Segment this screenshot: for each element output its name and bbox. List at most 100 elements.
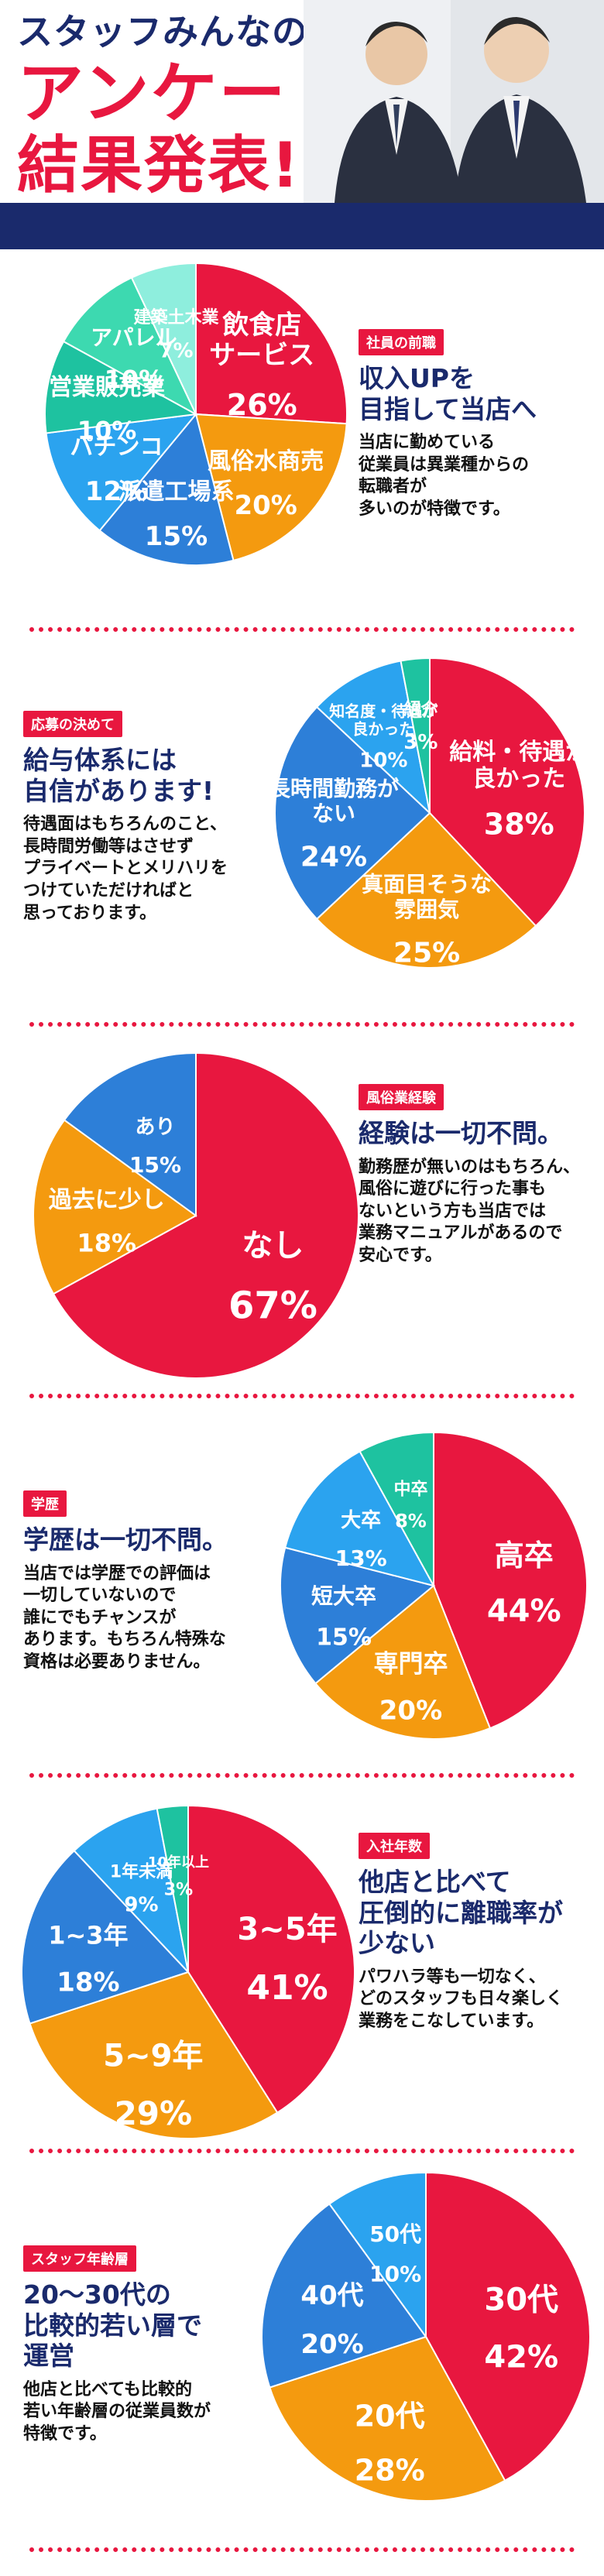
pie-slice-percent: 41% <box>246 1968 328 2008</box>
body-line: 当店に勤めている <box>359 433 496 453</box>
pie-slice-label: 営業販売業 <box>49 374 165 401</box>
body-line: 転職者が <box>359 477 427 497</box>
pie-slice <box>284 1450 435 1587</box>
body-line: あります。もちろん特殊な <box>23 1630 226 1650</box>
pie-chart-previous-job: 飲食店サービス26%風俗水商売20%派遣工場系15%パチンコ12%営業販売業10… <box>44 262 348 566</box>
pie-chart-education: 高卒 44% 専門卒 20% 短大卒 15% 大卒 13% 中卒 8% <box>280 1431 588 1740</box>
pie-slice-label: 専門卒 <box>373 1649 448 1679</box>
pie-slice-percent: 18% <box>77 1229 136 1258</box>
pie-slice-label: 高卒 <box>495 1538 554 1573</box>
body-line: 特徴です。 <box>23 2423 107 2444</box>
body-line: ないという方も当店では <box>359 1201 547 1221</box>
section-headline: 学歴は一切不問。 <box>23 1525 287 1556</box>
body-line: 風俗に遊びに行った事も <box>359 1179 547 1199</box>
pie-slice <box>433 1431 588 1730</box>
pie-slice <box>130 262 197 415</box>
pie-slice-percent: 18% <box>57 1967 119 1998</box>
pie-slice-percent: 10% <box>359 749 407 772</box>
hero-band <box>0 203 604 249</box>
hero-title-line3: 結果発表!! <box>17 129 331 201</box>
section-body: 待遇面はもちろんのこと、 長時間労働等はさせず プライベートとメリハリを つけて… <box>23 814 287 924</box>
staff-photo <box>304 0 604 203</box>
body-line: 長時間労働等はさせず <box>23 836 194 856</box>
section-education: 学歴 学歴は一切不問。 当店では学歴での評価は 一切していないので 誰にでもチャ… <box>0 1425 604 1750</box>
hero-title-line2: アンケート <box>17 55 355 132</box>
headline-line: 運営 <box>23 2341 74 2372</box>
pie-slice <box>280 1546 436 1685</box>
pie-slice-label: 短大卒 <box>311 1583 376 1609</box>
pie-slice <box>315 660 431 815</box>
pie-slice <box>33 1119 197 1295</box>
headline-line: 収入UPを <box>359 363 475 393</box>
body-line: 誰にでもチャンスが <box>23 1607 177 1628</box>
body-line: 従業員は異業種からの <box>359 454 530 475</box>
section-headline: 他店と比べて 圧倒的に離職率が 少ない <box>359 1867 595 1959</box>
pie-slice-label: 3~5年 <box>237 1912 337 1947</box>
pie-chart-staff-age: 30代 42% 20代 28% 40代 20% 50代 10% <box>261 2171 591 2502</box>
pie-slice-label: 30代 <box>484 2282 558 2317</box>
section-years-of-service: 3~5年 41% 5~9年 29% 1~3年 18% 1年未満 9% 10年以上 3% 入社年数 … <box>0 1800 604 2141</box>
section-body: 他店と比べても比較的 若い年齢層の従業員数が 特徴です。 <box>23 2379 287 2446</box>
pie-slice-percent: 3% <box>164 1881 193 1900</box>
pie-chart-years-of-service: 3~5年 41% 5~9年 29% 1~3年 18% 1年未満 9% 10年以上 3% <box>21 1804 355 2139</box>
section-divider <box>29 1773 575 1778</box>
pie-slice <box>195 262 348 425</box>
section-headline: 20〜30代の 比較的若い層で 運営 <box>23 2279 287 2372</box>
body-line: 思っております。 <box>23 903 157 923</box>
pie-slice-label: パチンコ <box>70 434 163 461</box>
section-tag: 風俗業経験 <box>359 1084 444 1110</box>
pie-slice <box>315 811 537 969</box>
pie-slice <box>314 1584 492 1740</box>
pie-slice <box>425 2171 591 2482</box>
pie-slice-label: なし <box>242 1228 304 1264</box>
pie-slice <box>274 705 431 921</box>
body-line: 多いのが特徴です。 <box>359 499 510 519</box>
section-tag: 入社年数 <box>359 1833 430 1859</box>
pie-slice-percent: 15% <box>316 1624 372 1651</box>
pie-slice <box>156 1804 189 1973</box>
pie-slice-percent: 9% <box>124 1894 158 1917</box>
headline-line: 給与体系には <box>23 745 177 775</box>
headline-line: 20〜30代の <box>23 2279 171 2310</box>
pie-slice-percent: 7% <box>159 339 193 362</box>
body-line: 資格は必要ありません。 <box>23 1652 211 1672</box>
body-line: 当店では学歴での評価は <box>23 1563 211 1583</box>
pie-slice-percent: 42% <box>484 2339 558 2375</box>
pie-slice <box>44 340 199 434</box>
pie-slice-label: あり <box>136 1116 176 1139</box>
pie-slice-percent: 20% <box>234 490 297 521</box>
section-tag: 社員の前職 <box>359 329 444 355</box>
section-body: 勤務歴が無いのはもちろん、 風俗に遊びに行った事も ないという方も当店では 業務… <box>359 1157 595 1267</box>
body-line: 他店と比べても比較的 <box>23 2379 193 2399</box>
info-industry-experience: 風俗業経験 経験は一切不問。 勤務歴が無いのはもちろん、 風俗に遊びに行った事も… <box>359 1084 595 1267</box>
section-divider <box>29 2149 575 2153</box>
headline-line: 他店と比べて <box>359 1867 511 1897</box>
pie-slice-label: 真面目そうな <box>362 872 492 897</box>
pie-slice-label: 長時間勤務が <box>269 776 399 801</box>
section-divider <box>29 627 575 632</box>
pie-slice-percent: 28% <box>355 2454 425 2488</box>
pie-slice-label: 風俗水商売 <box>208 448 324 475</box>
body-line: 若い年齢層の従業員数が <box>23 2402 211 2422</box>
pie-slice <box>187 1804 355 2114</box>
pie-slice-percent: 10% <box>77 416 137 445</box>
pie-chart-industry-experience: なし 67% 過去に少し 18% あり 15% <box>33 1051 359 1379</box>
body-line: どのスタッフも日々楽しく <box>359 1989 564 2009</box>
section-tag: スタッフ年齢層 <box>23 2245 136 2272</box>
body-line: プライベートとメリハリを <box>23 859 228 879</box>
pie-slice-label: 大卒 <box>341 1508 381 1532</box>
pie-slice-percent: 24% <box>300 842 367 873</box>
hero-title-line1: スタッフみんなの <box>17 11 308 53</box>
pie-slice-label: 給料・待遇が <box>449 739 589 766</box>
pie-slice <box>194 413 348 562</box>
info-years-of-service: 入社年数 他店と比べて 圧倒的に離職率が 少ない パワハラ等も一切なく、 どのス… <box>359 1833 595 2033</box>
section-divider <box>29 1394 575 1398</box>
pie-slice-percent: 20% <box>379 1696 442 1727</box>
headline-line: 目指して当店へ <box>359 393 537 424</box>
pie-slice-percent: 67% <box>228 1285 317 1328</box>
body-line: 業務をこなしています。 <box>359 2011 544 2031</box>
section-divider <box>29 1022 575 1027</box>
pie-slice-percent: 25% <box>393 938 460 969</box>
section-tag: 学歴 <box>23 1490 67 1517</box>
pie-slice-label: 建築土木業 <box>133 307 219 328</box>
